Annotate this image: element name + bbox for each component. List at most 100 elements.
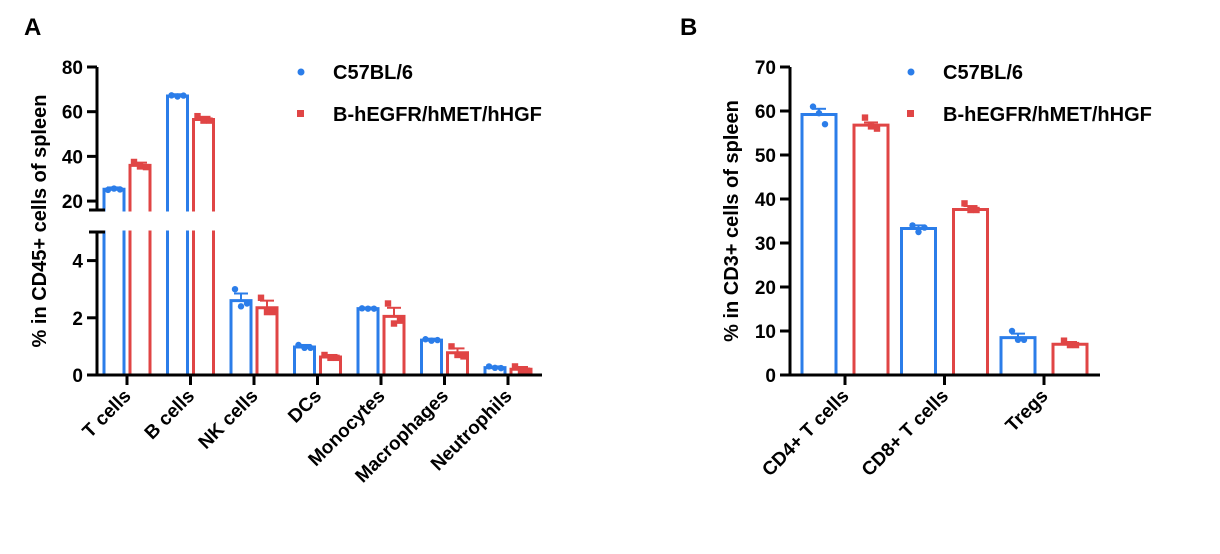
data-point — [321, 351, 328, 359]
data-point — [130, 158, 138, 166]
x-tick-label-tregs: Tregs — [1002, 386, 1053, 437]
y-tick-label-30: 30 — [755, 234, 776, 255]
data-point — [523, 367, 531, 374]
data-point — [967, 206, 974, 214]
bar-nk-cells-c57 — [229, 286, 253, 375]
data-point — [295, 341, 302, 349]
panel-b-legend: C57BL/6 B-hEGFR/hMET/hHGF — [907, 62, 1152, 126]
data-point — [1008, 327, 1016, 335]
data-point — [174, 93, 181, 100]
data-point — [497, 364, 505, 372]
data-point — [200, 117, 207, 124]
panel-b-y-axis-title: % in CD3+ cells of spleen — [721, 100, 743, 342]
data-point — [448, 343, 455, 350]
data-point — [491, 364, 499, 372]
bar-cd4-t-cells-c57 — [800, 103, 838, 375]
data-point — [422, 336, 429, 343]
panel-a-legend-marker-hegfr — [297, 110, 304, 117]
x-tick-label-cd4-t-cells: CD4+ T cells — [758, 386, 853, 481]
y-tick-label-70: 70 — [755, 58, 776, 79]
axis-break-gap — [99, 211, 539, 231]
y-tick-label-4: 4 — [72, 252, 83, 273]
data-point — [231, 286, 239, 293]
data-point — [815, 110, 823, 117]
panel-b-bars — [800, 103, 1089, 375]
data-point — [1014, 336, 1022, 343]
x-tick-label-b-cells: B cells — [141, 386, 199, 444]
data-point — [243, 300, 251, 307]
bar-t-cells-hegfr — [128, 158, 152, 375]
bar-dcs-c57 — [293, 341, 316, 375]
panel-a-y-axis-title: % in CD45+ cells of spleen — [29, 95, 51, 348]
data-point — [921, 224, 928, 231]
data-point — [454, 351, 461, 359]
panel-a-legend-marker-c57 — [297, 68, 305, 76]
x-tick-label-nk-cells: NK cells — [195, 386, 263, 454]
data-point — [263, 308, 271, 316]
data-point — [142, 163, 150, 171]
data-point — [136, 163, 144, 170]
x-tick-label-dcs: DCs — [284, 386, 326, 428]
data-point — [517, 367, 525, 374]
panel-a-bars — [99, 92, 539, 375]
panel-b-legend-marker-hegfr — [907, 110, 914, 117]
panel-b-legend-hegfr: B-hEGFR/hMET/hHGF — [943, 104, 1152, 126]
data-point — [206, 117, 213, 124]
bar-macrophages-c57 — [420, 336, 443, 375]
panel-a-axes — [89, 67, 542, 377]
data-point — [1060, 337, 1068, 344]
bar-tregs-c57 — [999, 327, 1037, 375]
panel-letter-b: B — [680, 14, 697, 41]
data-point — [180, 92, 187, 99]
panel-letter-a: A — [24, 14, 41, 41]
data-point — [396, 317, 404, 324]
y-tick-label-40: 40 — [755, 190, 776, 211]
data-point — [257, 294, 265, 301]
bar-tregs-hegfr — [1051, 337, 1089, 375]
bar-macrophages-hegfr — [446, 343, 469, 375]
y-tick-label-20: 20 — [755, 278, 776, 299]
data-point — [194, 112, 201, 120]
data-point — [1072, 341, 1080, 349]
y-tick-label-80: 80 — [62, 58, 83, 79]
data-point — [364, 305, 372, 312]
panel-a-legend-hegfr: B-hEGFR/hMET/hHGF — [333, 104, 542, 126]
data-point — [511, 363, 519, 370]
data-point — [237, 303, 245, 310]
y-tick-label-0: 0 — [72, 366, 83, 387]
data-point — [269, 308, 277, 316]
data-point — [333, 354, 340, 362]
bar-b-cells-hegfr — [192, 112, 215, 375]
data-point — [434, 336, 441, 344]
data-point — [460, 353, 467, 360]
y-tick-label-40: 40 — [62, 147, 83, 168]
y-tick-label-2: 2 — [72, 309, 83, 330]
data-point — [370, 305, 378, 312]
bar-monocytes-c57 — [356, 305, 380, 375]
y-tick-label-60: 60 — [62, 103, 83, 124]
data-point — [307, 344, 314, 352]
data-point — [1020, 336, 1028, 343]
y-tick-label-0: 0 — [765, 366, 776, 387]
panel-b-legend-marker-c57 — [907, 68, 915, 76]
data-point — [867, 123, 875, 130]
bar-neutrophils-hegfr — [509, 363, 533, 375]
bar-dcs-hegfr — [319, 351, 342, 375]
panel-a-legend: C57BL/6 B-hEGFR/hMET/hHGF — [297, 62, 542, 126]
data-point — [1066, 341, 1074, 349]
data-point — [327, 354, 334, 362]
panel-b: B 0 10 20 30 40 50 60 70 CD4+ T cells CD8+ T cel… — [680, 14, 1152, 481]
x-tick-label-t-cells: T cells — [79, 386, 136, 443]
y-tick-label-60: 60 — [755, 102, 776, 123]
y-tick-label-20: 20 — [62, 192, 83, 213]
x-tick-label-cd8-t-cells: CD8+ T cells — [858, 386, 953, 481]
y-tick-label-10: 10 — [755, 322, 776, 343]
bar-cd4-t-cells-hegfr — [852, 114, 890, 375]
data-point — [821, 121, 829, 128]
data-point — [809, 103, 817, 110]
panel-b-x-ticks: CD4+ T cells CD8+ T cells Tregs — [758, 375, 1053, 481]
y-tick-label-50: 50 — [755, 146, 776, 167]
data-point — [384, 300, 392, 307]
